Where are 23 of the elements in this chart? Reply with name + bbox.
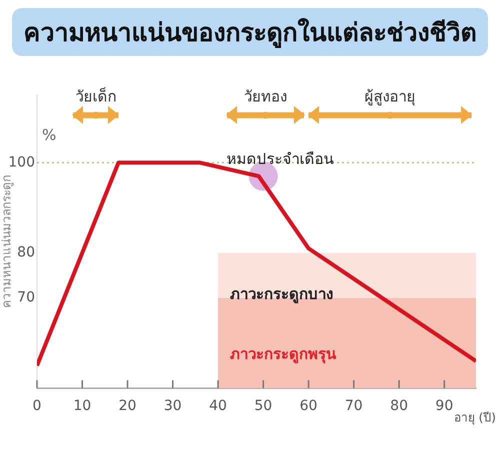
y-tick-label: 80 — [17, 244, 35, 261]
data-label: วัยทอง — [244, 88, 288, 106]
x-tick-label: 50 — [254, 398, 272, 414]
x-tick-label: 90 — [435, 398, 454, 414]
y-tick-label: 70 — [17, 290, 35, 306]
x-tick-label: 80 — [390, 398, 408, 414]
x-tick-label: 10 — [73, 398, 92, 414]
annotation: หมดประจำเดือน — [226, 150, 334, 168]
annotation: ภาวะกระดูกพรุน — [230, 344, 337, 364]
x-tick-label: 30 — [164, 398, 182, 414]
y-tick-label: 100 — [8, 154, 35, 170]
data-label: ผู้สูงอายุ — [364, 88, 416, 107]
x-tick-label: 40 — [209, 398, 227, 414]
x-tick-label: 20 — [118, 398, 136, 414]
annotation: % — [42, 126, 56, 144]
x-axis-title: อายุ (ปี) — [454, 410, 496, 426]
chart-title: ความหนาแน่นของกระดูกในแต่ละช่วงชีวิต — [12, 8, 488, 56]
x-tick-label: 70 — [344, 398, 363, 414]
data-label: วัยเด็ก — [75, 86, 116, 106]
x-tick-label: 0 — [32, 398, 42, 414]
y-axis-title: ความหนาแน่นมวลกระดูก — [0, 175, 14, 308]
x-tick-label: 60 — [300, 398, 318, 414]
annotation: ภาวะกระดูกบาง — [230, 284, 333, 304]
